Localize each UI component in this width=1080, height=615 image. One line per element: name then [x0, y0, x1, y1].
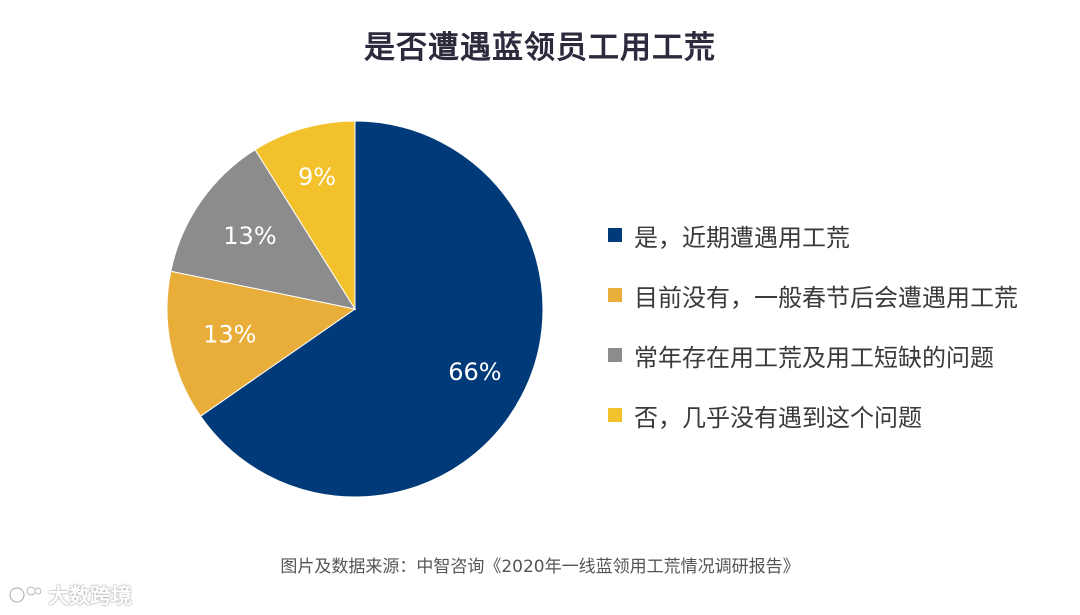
legend-item: 目前没有，一般春节后会遭遇用工荒 [608, 265, 1018, 325]
slice-data-label: 66% [448, 358, 501, 386]
pie-slice [166, 270, 357, 417]
legend-label: 常年存在用工荒及用工短缺的问题 [634, 343, 994, 372]
legend-label: 目前没有，一般春节后会遭遇用工荒 [634, 283, 1018, 312]
legend-label: 是，近期遭遇用工荒 [634, 223, 850, 252]
watermark-text: 大数跨境 [48, 584, 132, 608]
legend-label: 否，几乎没有遇到这个问题 [634, 403, 922, 432]
slice-data-label: 13% [203, 321, 256, 349]
legend-swatch [608, 348, 622, 362]
pie-slice [199, 120, 544, 498]
legend-item: 常年存在用工荒及用工短缺的问题 [608, 325, 1018, 385]
legend-item: 是，近期遭遇用工荒 [608, 205, 1018, 265]
legend-swatch [608, 288, 622, 302]
chart-legend: 是，近期遭遇用工荒 目前没有，一般春节后会遭遇用工荒 常年存在用工荒及用工短缺的… [608, 205, 1018, 445]
legend-swatch [608, 408, 622, 422]
logo-icon [8, 585, 42, 604]
pie-slice [254, 120, 356, 311]
slice-data-label: 13% [223, 222, 276, 250]
legend-swatch [608, 228, 622, 242]
chart-title: 是否遭遇蓝领员工用工荒 [364, 30, 716, 66]
slice-data-label: 9% [298, 163, 336, 191]
legend-item: 否，几乎没有遇到这个问题 [608, 385, 1018, 445]
watermark: 大数跨境 [8, 580, 132, 610]
source-note: 图片及数据来源：中智咨询《2020年一线蓝领用工荒情况调研报告》 [280, 557, 800, 577]
pie-slice [170, 149, 357, 310]
